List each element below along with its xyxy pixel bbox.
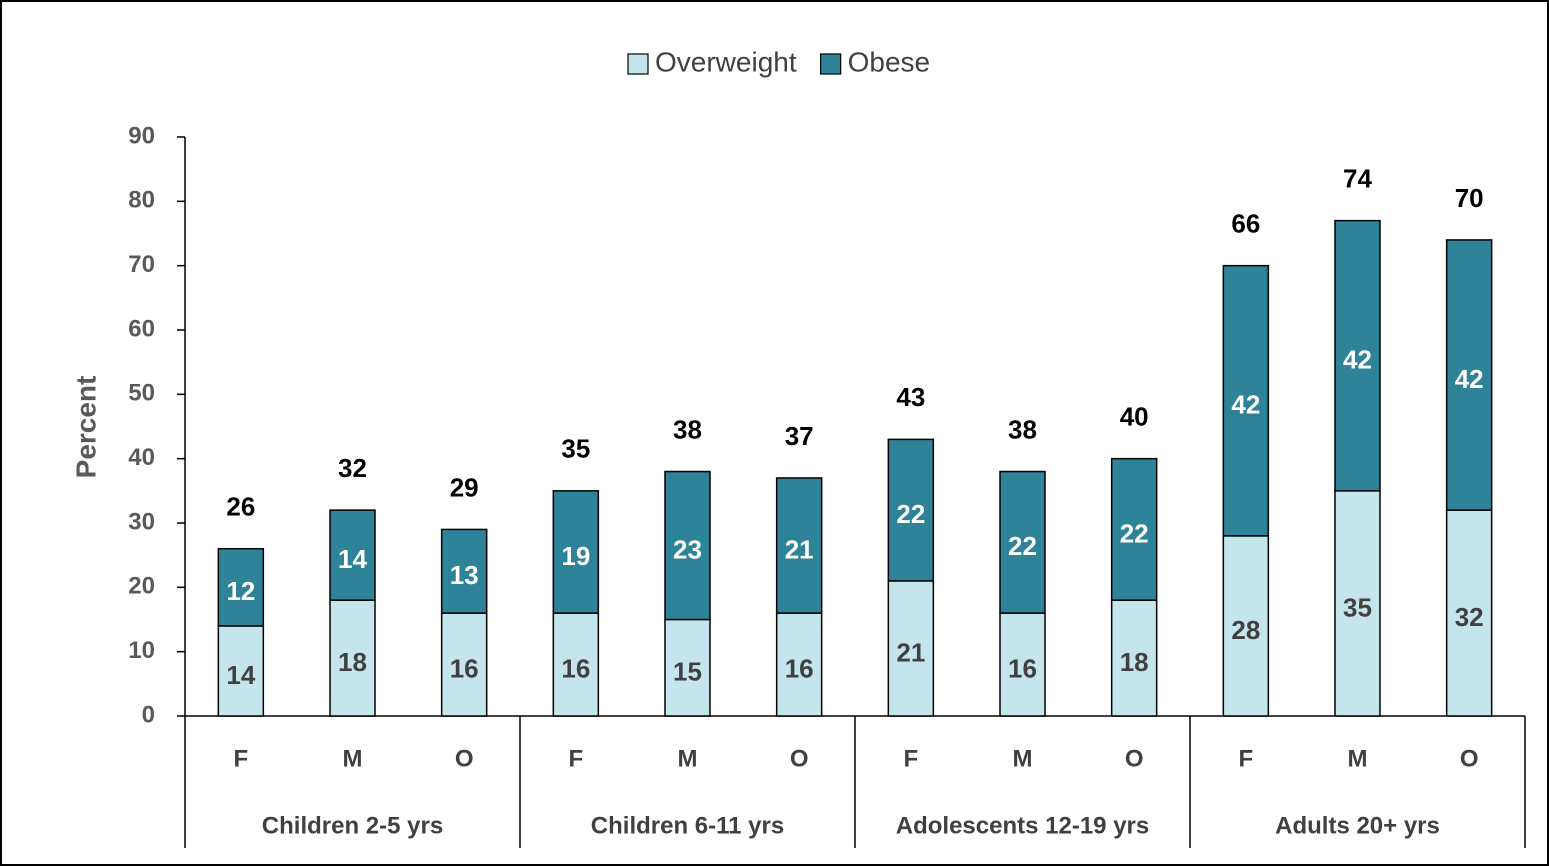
data-label: 16	[1008, 653, 1037, 683]
data-label: 22	[896, 499, 925, 529]
x-tick-label: F	[233, 745, 248, 772]
bar-segment	[440, 528, 488, 614]
bar-segment	[1334, 219, 1381, 492]
total-label: 40	[1120, 402, 1149, 432]
y-tick-label: 40	[128, 444, 155, 471]
group-label: Children 6-11 yrs	[591, 812, 784, 839]
group-label: Children 2-5 yrs	[262, 812, 443, 839]
bar-segment	[999, 470, 1046, 614]
bar-segment	[329, 509, 376, 601]
bar-segment	[329, 599, 376, 717]
x-tick-label: O	[790, 745, 809, 772]
data-label: 19	[561, 541, 590, 571]
total-label: 38	[673, 414, 702, 444]
legend-swatch	[820, 53, 842, 75]
group-label: Adults 20+ yrs	[1275, 812, 1440, 839]
bar-segment	[440, 612, 488, 717]
y-tick-label: 90	[128, 122, 155, 149]
total-label: 35	[561, 434, 590, 464]
bar-segment	[1445, 239, 1493, 511]
total-label: 70	[1455, 183, 1484, 213]
bar-segment	[887, 580, 935, 717]
data-label: 16	[450, 653, 479, 683]
data-label: 14	[338, 544, 367, 574]
data-label: 22	[1120, 518, 1149, 548]
x-tick-label: O	[455, 745, 474, 772]
bar-segment	[1222, 535, 1270, 717]
data-label: 18	[338, 647, 367, 677]
x-tick-label: M	[1013, 745, 1033, 772]
data-label: 16	[561, 653, 590, 683]
y-tick-label: 80	[128, 187, 155, 214]
bar-segment	[1110, 457, 1158, 601]
data-label: 32	[1455, 602, 1484, 632]
total-label: 38	[1008, 414, 1037, 444]
y-axis-label: Percent	[70, 376, 101, 479]
x-tick-label: M	[343, 745, 363, 772]
data-label: 13	[450, 560, 479, 590]
y-tick-label: 50	[128, 380, 155, 407]
bar-segment	[664, 618, 711, 717]
x-tick-label: O	[1125, 745, 1144, 772]
total-label: 74	[1343, 164, 1372, 194]
x-tick-label: M	[1348, 745, 1368, 772]
bar-segment	[887, 438, 935, 582]
bar-segment	[1334, 490, 1381, 717]
data-label: 42	[1343, 345, 1372, 375]
x-tick-label: F	[1238, 745, 1253, 772]
data-label: 28	[1231, 615, 1260, 645]
data-label: 42	[1231, 390, 1260, 420]
data-label: 42	[1455, 364, 1484, 394]
y-tick-label: 20	[128, 573, 155, 600]
legend-label: Obese	[848, 46, 931, 77]
data-label: 15	[673, 657, 702, 687]
x-tick-label: O	[1460, 745, 1479, 772]
total-label: 32	[338, 453, 367, 483]
total-label: 37	[785, 421, 814, 451]
total-label: 29	[450, 472, 479, 502]
y-tick-label: 0	[142, 701, 155, 728]
bar-segment	[664, 470, 711, 621]
bar-segment	[1445, 509, 1493, 717]
bar-segment	[1110, 599, 1158, 717]
bar-segment	[1222, 264, 1270, 537]
bar-segment	[999, 612, 1046, 717]
x-tick-label: F	[568, 745, 583, 772]
y-tick-label: 10	[128, 637, 155, 664]
total-label: 43	[896, 382, 925, 412]
data-label: 12	[226, 576, 255, 606]
bar-segment	[217, 547, 265, 627]
data-label: 23	[673, 534, 702, 564]
x-tick-label: M	[678, 745, 698, 772]
data-label: 21	[785, 534, 814, 564]
x-tick-label: F	[903, 745, 918, 772]
y-tick-label: 70	[128, 251, 155, 278]
data-label: 22	[1008, 531, 1037, 561]
data-label: 21	[896, 637, 925, 667]
legend-label: Overweight	[655, 46, 797, 77]
data-label: 16	[785, 653, 814, 683]
total-label: 66	[1231, 209, 1260, 239]
data-label: 14	[226, 660, 255, 690]
data-label: 35	[1343, 592, 1372, 622]
total-label: 26	[226, 492, 255, 522]
bar-segment	[552, 490, 600, 614]
group-label: Adolescents 12-19 yrs	[896, 812, 1149, 839]
bar-segment	[775, 477, 823, 614]
data-label: 18	[1120, 647, 1149, 677]
legend-swatch	[627, 53, 649, 75]
y-tick-label: 60	[128, 315, 155, 342]
bar-segment	[217, 625, 265, 717]
y-tick-label: 30	[128, 508, 155, 535]
